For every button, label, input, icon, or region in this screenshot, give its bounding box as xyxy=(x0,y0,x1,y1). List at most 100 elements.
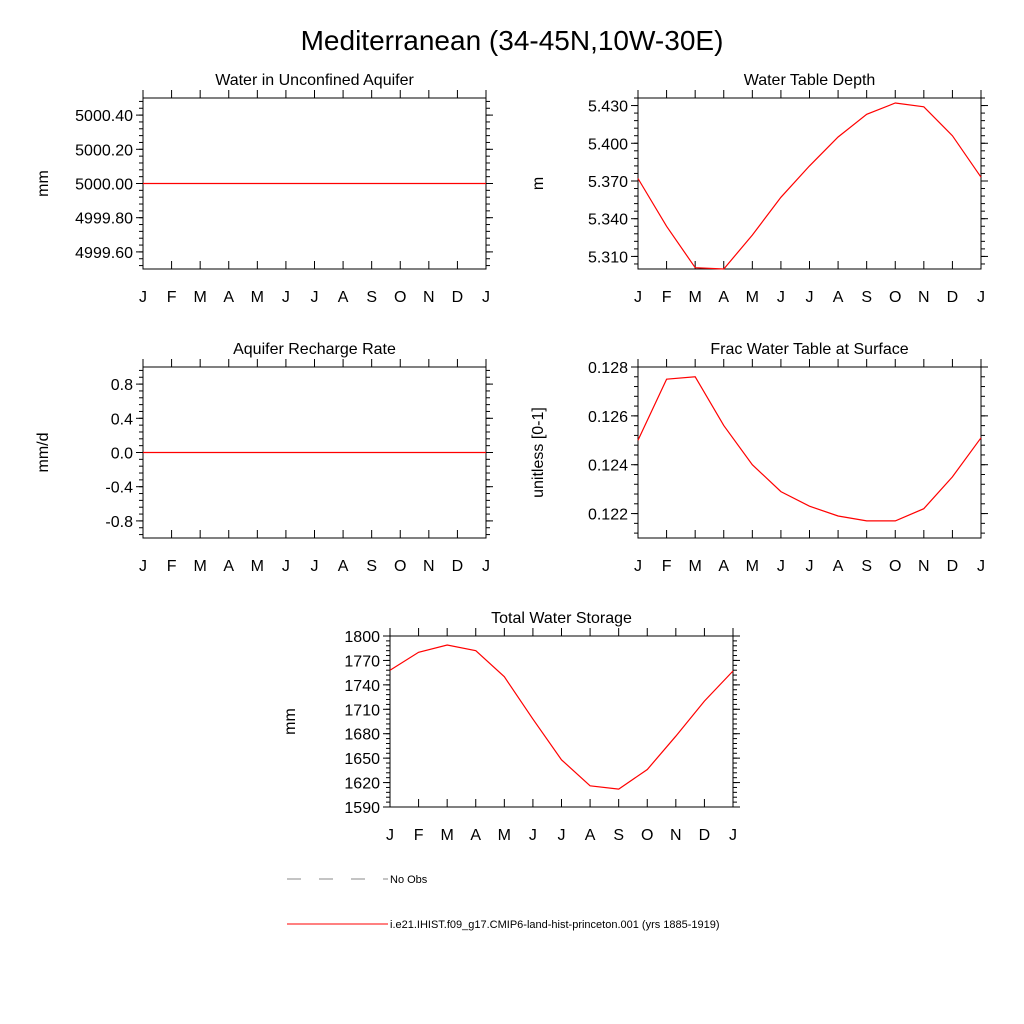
y-tick-label: 0.8 xyxy=(111,377,133,394)
legend-label-1: No Obs xyxy=(390,874,428,886)
x-tick-label: D xyxy=(452,558,464,575)
x-tick-label: J xyxy=(529,827,537,844)
y-tick-label: 5.340 xyxy=(588,212,628,229)
legend-label-2: i.e21.IHIST.f09_g17.CMIP6-land-hist-prin… xyxy=(390,919,720,931)
y-tick-label: 0.128 xyxy=(588,360,628,377)
plot-frame xyxy=(389,635,734,808)
x-tick-label: A xyxy=(833,289,844,306)
y-tick-label: 5.370 xyxy=(588,174,628,191)
x-tick-label: J xyxy=(977,558,985,575)
x-tick-label: J xyxy=(311,289,319,306)
x-tick-label: O xyxy=(641,827,653,844)
x-tick-label: J xyxy=(482,558,490,575)
y-tick-label: 5000.00 xyxy=(75,177,133,194)
y-tick-label: 5000.20 xyxy=(75,142,133,159)
y-tick-label: 4999.60 xyxy=(75,245,133,262)
x-tick-label: O xyxy=(394,558,406,575)
x-tick-label: O xyxy=(889,289,901,306)
x-tick-label: M xyxy=(689,558,702,575)
x-tick-label: J xyxy=(777,558,785,575)
y-tick-label: 0.4 xyxy=(111,411,133,428)
y-tick-label: 5.430 xyxy=(588,99,628,116)
x-tick-label: S xyxy=(861,289,872,306)
x-tick-label: S xyxy=(861,558,872,575)
y-tick-label: 1590 xyxy=(344,800,380,817)
series-line xyxy=(637,376,982,522)
legend: No Obs i.e21.IHIST.f09_g17.CMIP6-land-his… xyxy=(287,874,720,931)
y-tick-label: 5.400 xyxy=(588,136,628,153)
x-tick-label: J xyxy=(634,289,642,306)
y-tick-label: 5.310 xyxy=(588,249,628,266)
x-tick-label: J xyxy=(806,558,814,575)
x-tick-label: A xyxy=(718,558,729,575)
x-tick-label: J xyxy=(282,558,290,575)
x-tick-label: A xyxy=(338,289,349,306)
x-tick-label: D xyxy=(452,289,464,306)
x-tick-label: O xyxy=(889,558,901,575)
figure-title: Mediterranean (34-45N,10W-30E) xyxy=(301,25,724,56)
y-tick-label: 1710 xyxy=(344,702,380,719)
chart-title: Water Table Depth xyxy=(744,72,876,89)
x-tick-label: J xyxy=(139,558,147,575)
chart-title: Aquifer Recharge Rate xyxy=(233,341,396,358)
x-tick-label: J xyxy=(777,289,785,306)
x-tick-label: N xyxy=(423,289,435,306)
x-tick-label: J xyxy=(729,827,737,844)
y-tick-label: 0.0 xyxy=(111,446,133,463)
plot-frame xyxy=(637,97,982,270)
x-tick-label: M xyxy=(251,289,264,306)
x-tick-label: F xyxy=(167,558,177,575)
x-tick-label: M xyxy=(194,289,207,306)
x-tick-label: D xyxy=(947,289,959,306)
x-tick-label: N xyxy=(918,558,930,575)
y-tick-label: 0.122 xyxy=(588,507,628,524)
y-axis-label: mm/d xyxy=(35,433,52,473)
x-tick-label: S xyxy=(613,827,624,844)
x-tick-label: M xyxy=(689,289,702,306)
y-tick-label: 5000.40 xyxy=(75,108,133,125)
x-tick-label: A xyxy=(223,558,234,575)
x-tick-label: A xyxy=(833,558,844,575)
y-tick-label: 1650 xyxy=(344,751,380,768)
x-tick-label: S xyxy=(366,289,377,306)
x-tick-label: M xyxy=(746,558,759,575)
y-tick-label: 1740 xyxy=(344,678,380,695)
chart-title: Water in Unconfined Aquifer xyxy=(215,72,414,89)
y-tick-label: 1800 xyxy=(344,629,380,646)
x-tick-label: J xyxy=(634,558,642,575)
y-axis-label: unitless [0-1] xyxy=(530,407,547,498)
x-tick-label: J xyxy=(977,289,985,306)
x-tick-label: A xyxy=(470,827,481,844)
x-tick-label: J xyxy=(806,289,814,306)
y-axis-label: m xyxy=(530,177,547,190)
x-tick-label: A xyxy=(223,289,234,306)
x-tick-label: A xyxy=(338,558,349,575)
x-tick-label: J xyxy=(282,289,290,306)
x-tick-label: M xyxy=(498,827,511,844)
x-tick-label: M xyxy=(194,558,207,575)
y-tick-label: -0.8 xyxy=(105,514,133,531)
chart-title: Total Water Storage xyxy=(491,610,632,627)
y-tick-label: 1680 xyxy=(344,727,380,744)
x-tick-label: O xyxy=(394,289,406,306)
y-tick-label: 0.124 xyxy=(588,458,628,475)
x-tick-label: M xyxy=(441,827,454,844)
x-tick-label: J xyxy=(386,827,394,844)
y-tick-label: 1770 xyxy=(344,653,380,670)
x-tick-label: F xyxy=(662,289,672,306)
x-tick-label: F xyxy=(167,289,177,306)
x-tick-label: J xyxy=(139,289,147,306)
x-tick-label: A xyxy=(585,827,596,844)
x-tick-label: D xyxy=(699,827,711,844)
x-tick-label: D xyxy=(947,558,959,575)
chart-title: Frac Water Table at Surface xyxy=(710,341,908,358)
y-tick-label: 1620 xyxy=(344,776,380,793)
y-tick-label: 0.126 xyxy=(588,409,628,426)
series-line xyxy=(637,102,982,270)
x-tick-label: N xyxy=(670,827,682,844)
